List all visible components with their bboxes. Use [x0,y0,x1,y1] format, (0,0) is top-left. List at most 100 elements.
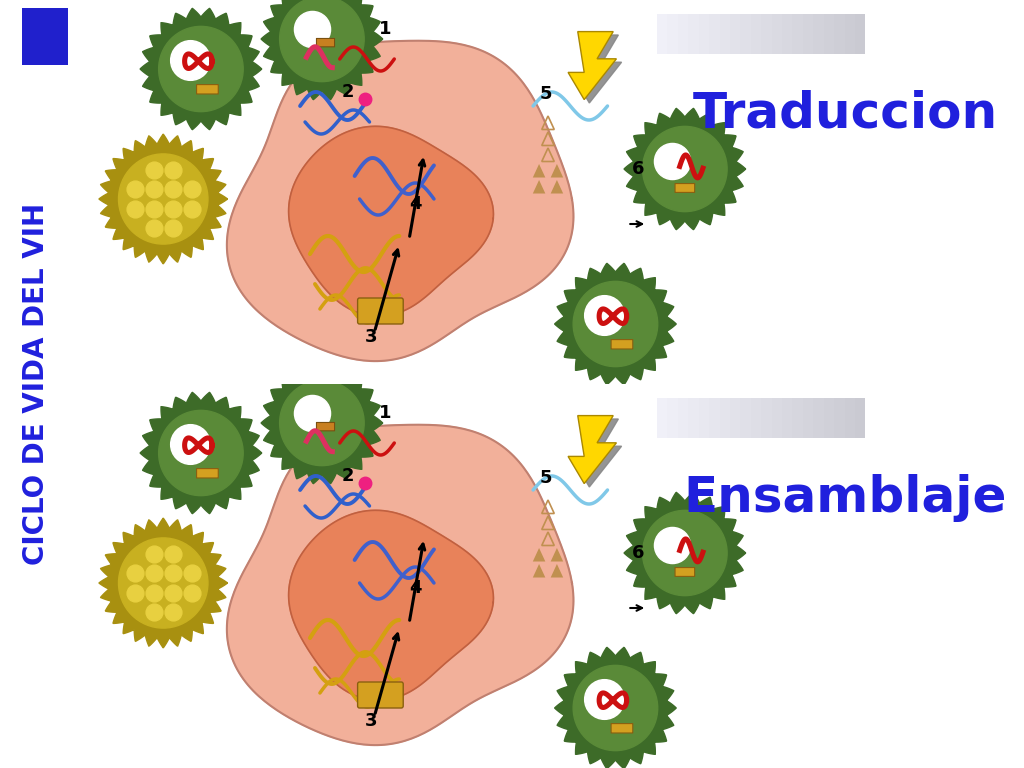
Bar [668,14,678,54]
Circle shape [280,0,365,81]
Bar [772,14,782,54]
FancyBboxPatch shape [316,38,335,47]
Polygon shape [99,518,227,648]
Bar [698,398,710,438]
Polygon shape [289,510,494,700]
Circle shape [119,154,208,244]
Circle shape [573,665,657,750]
Text: 3: 3 [365,712,377,730]
FancyBboxPatch shape [197,84,218,94]
Text: 3: 3 [365,328,377,346]
Polygon shape [140,392,262,514]
Bar [657,14,668,54]
Bar [793,398,803,438]
Bar [855,398,865,438]
Polygon shape [140,8,262,130]
Bar [698,14,710,54]
Circle shape [159,410,244,495]
Polygon shape [551,180,563,194]
Bar [845,14,855,54]
Bar [823,398,835,438]
Polygon shape [568,415,616,484]
Circle shape [119,538,208,628]
FancyBboxPatch shape [197,468,218,478]
Bar [740,14,751,54]
Bar [793,14,803,54]
Text: CICLO DE VIDA DEL VIH: CICLO DE VIDA DEL VIH [22,203,50,565]
Bar [688,398,698,438]
FancyBboxPatch shape [675,184,694,193]
Polygon shape [551,564,563,578]
FancyBboxPatch shape [357,298,403,324]
Polygon shape [555,647,676,768]
Text: Traduccion: Traduccion [693,90,998,138]
Bar [845,398,855,438]
Polygon shape [532,548,546,561]
Text: 4: 4 [410,579,422,597]
Bar [740,398,751,438]
Bar [710,398,720,438]
Polygon shape [624,108,745,230]
Bar [813,14,823,54]
Bar [803,14,813,54]
Bar [761,398,772,438]
Text: 5: 5 [540,85,553,103]
Polygon shape [261,0,383,100]
Bar [688,14,698,54]
Polygon shape [227,41,573,361]
FancyBboxPatch shape [357,682,403,708]
Polygon shape [568,31,616,100]
Bar [730,398,740,438]
FancyBboxPatch shape [316,422,335,431]
Bar [772,398,782,438]
Bar [720,398,730,438]
Bar [835,398,845,438]
Polygon shape [261,362,383,484]
FancyBboxPatch shape [611,723,633,733]
Text: 4: 4 [410,195,422,213]
Polygon shape [573,35,622,103]
Polygon shape [289,126,494,316]
Bar [751,398,761,438]
Bar [720,14,730,54]
Bar [782,398,793,438]
Bar [710,14,720,54]
Bar [668,398,678,438]
Polygon shape [532,564,546,578]
FancyBboxPatch shape [611,339,633,349]
Circle shape [573,281,657,366]
Bar [730,14,740,54]
Circle shape [643,511,727,596]
Text: 5: 5 [540,469,553,487]
Bar [803,398,813,438]
Text: 1: 1 [380,404,392,422]
Polygon shape [551,164,563,177]
Polygon shape [99,134,227,264]
Text: 2: 2 [342,83,354,101]
Text: 1: 1 [380,20,392,38]
Bar [678,14,688,54]
Bar [835,14,845,54]
Circle shape [280,380,365,465]
FancyBboxPatch shape [675,568,694,577]
Text: Ensamblaje: Ensamblaje [684,474,1008,522]
Circle shape [159,26,244,111]
Bar [678,398,688,438]
Bar [782,14,793,54]
Bar [855,14,865,54]
Circle shape [643,127,727,212]
Text: 2: 2 [342,467,354,485]
Bar [813,398,823,438]
Polygon shape [532,180,546,194]
Bar [823,14,835,54]
Bar [761,14,772,54]
Polygon shape [551,548,563,561]
Bar [22,8,69,65]
Polygon shape [573,419,622,487]
Text: 6: 6 [632,160,645,178]
Polygon shape [624,492,745,614]
Polygon shape [555,263,676,385]
Bar [657,398,668,438]
Text: 6: 6 [632,544,645,562]
Bar [751,14,761,54]
